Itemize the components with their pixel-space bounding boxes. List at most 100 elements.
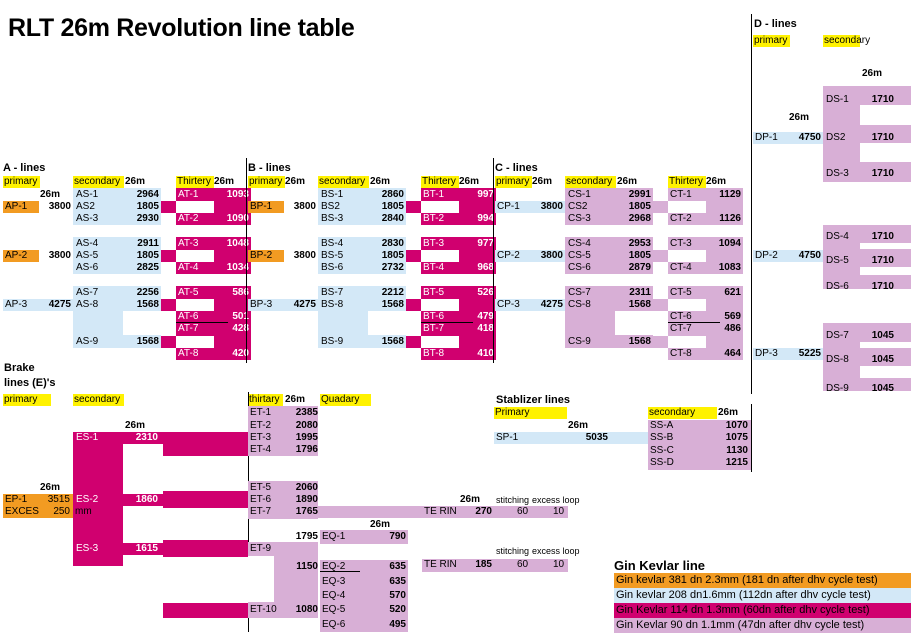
a-tertiary-value: 1090 bbox=[226, 213, 249, 224]
d-secondary-name: DS-9 bbox=[826, 383, 849, 394]
d-secondary-name: DS-6 bbox=[826, 281, 849, 292]
stabilizer-secondary-name: SS-D bbox=[650, 457, 674, 468]
b-tertiary-name: BT-3 bbox=[423, 238, 445, 249]
a-tertiary-name: AT-8 bbox=[178, 348, 199, 359]
c-tertiary-name: CT-3 bbox=[670, 238, 692, 249]
a-primary-value: 4275 bbox=[48, 299, 71, 310]
a-primary-value: 3800 bbox=[48, 201, 71, 212]
c-ter-notch-3 bbox=[668, 299, 706, 311]
b-ter-notch-3 bbox=[421, 299, 459, 311]
b-secondary-len: 26m bbox=[370, 176, 391, 187]
d-secondary-name: DS-1 bbox=[826, 94, 849, 105]
c-tertiary-value: 1083 bbox=[718, 262, 741, 273]
b-secondary-name: BS-4 bbox=[321, 238, 344, 249]
d-secondary-header: secondary bbox=[823, 35, 871, 47]
b-secondary-name: BS-8 bbox=[321, 299, 344, 310]
a-tertiary-name: AT-4 bbox=[178, 262, 199, 273]
te-rin-excess: 10 bbox=[553, 506, 565, 517]
d-secondary-value: 1710 bbox=[871, 168, 894, 179]
d-sec-block bbox=[823, 323, 911, 391]
legend-item: Gin Kevlar 114 dn 1.3mm (60dn after dhv … bbox=[614, 603, 911, 618]
c-ter-notch-4 bbox=[668, 336, 706, 348]
c-tertiary-value: 569 bbox=[724, 311, 741, 322]
b-lines-title: B - lines bbox=[248, 162, 291, 174]
c-tertiary-value: 1126 bbox=[719, 213, 741, 224]
a-primary-name: AP-2 bbox=[5, 250, 28, 261]
c-primary-name: CP-3 bbox=[497, 299, 520, 310]
brake-tertiary-value: 1765 bbox=[295, 506, 318, 517]
a-ter-rule bbox=[176, 322, 228, 323]
brake-secondary-name: ES-2 bbox=[76, 494, 99, 505]
b-primary-fill bbox=[248, 250, 284, 262]
brake-secondary-value: 1615 bbox=[135, 543, 158, 554]
d-primary-value: 4750 bbox=[798, 250, 821, 261]
b-ter-notch-1 bbox=[421, 201, 459, 213]
brake-quad-rule bbox=[320, 571, 360, 572]
c-stub-1 bbox=[653, 201, 668, 213]
a-secondary-len: 26m bbox=[125, 176, 146, 187]
b-secondary-value: 1805 bbox=[381, 201, 404, 212]
a-tertiary-name: AT-6 bbox=[178, 311, 199, 322]
b-tertiary-value: 410 bbox=[477, 348, 494, 359]
a-secondary-value: 2825 bbox=[136, 262, 159, 273]
c-tertiary-name: CT-8 bbox=[670, 348, 692, 359]
c-ter-rule bbox=[668, 322, 720, 323]
legend-item: Gin kevlar 381 dn 2.3mm (181 dn after dh… bbox=[614, 573, 911, 588]
b-tertiary-value: 997 bbox=[477, 189, 494, 200]
d-secondary-value: 1045 bbox=[871, 354, 894, 365]
c-tertiary-value: 621 bbox=[724, 287, 741, 298]
a-lines-title: A - lines bbox=[3, 162, 46, 174]
c-primary-name: CP-2 bbox=[497, 250, 520, 261]
b-tertiary-value: 977 bbox=[477, 238, 494, 249]
stabilizer-title: Stablizer lines bbox=[496, 394, 570, 406]
a-tertiary-name: AT-5 bbox=[178, 287, 199, 298]
a-secondary-name: AS-8 bbox=[76, 299, 99, 310]
stabilizer-secondary-len: 26m bbox=[718, 407, 739, 418]
a-stub-4 bbox=[161, 336, 176, 348]
b-secondary-value: 2212 bbox=[381, 287, 404, 298]
c-secondary-value: 2991 bbox=[628, 189, 651, 200]
c-primary-header: primary bbox=[495, 176, 532, 188]
d-notch bbox=[860, 105, 911, 125]
brake-quadary-value: 635 bbox=[389, 561, 406, 572]
c-secondary-value: 2968 bbox=[628, 213, 651, 224]
legend-title: Gin Kevlar line bbox=[614, 558, 706, 573]
b-secondary-name: BS-9 bbox=[321, 336, 344, 347]
d-secondary-value: 1710 bbox=[871, 132, 894, 143]
b-tertiary-name: BT-8 bbox=[423, 348, 445, 359]
c-tertiary-name: CT-1 bbox=[670, 189, 692, 200]
brake-primary-len: 26m bbox=[40, 482, 61, 493]
a-secondary-name: AS-4 bbox=[76, 238, 99, 249]
brake-title-1: Brake bbox=[4, 362, 35, 374]
d-secondary-value: 1710 bbox=[871, 94, 894, 105]
brake-quadary-header: Quadary bbox=[320, 394, 371, 406]
brake-secondary-name: ES-1 bbox=[76, 432, 99, 443]
a-tertiary-value: 420 bbox=[232, 348, 249, 359]
c-tertiary-name: CT-2 bbox=[670, 213, 692, 224]
b-sec-block-1 bbox=[318, 188, 406, 225]
b-tertiary-header: Thirtery bbox=[421, 176, 459, 188]
b-primary-fill bbox=[248, 299, 318, 311]
c-primary-len: 26m bbox=[532, 176, 553, 187]
brake-gap bbox=[163, 456, 248, 491]
b-secondary-name: BS2 bbox=[321, 201, 340, 212]
c-tertiary-value: 464 bbox=[724, 348, 741, 359]
d-divider bbox=[751, 14, 752, 394]
c-primary-value: 3800 bbox=[540, 201, 563, 212]
brake-tertiary-name: ET-1 bbox=[250, 407, 272, 418]
b-secondary-name: BS-7 bbox=[321, 287, 344, 298]
brake-gap bbox=[73, 567, 163, 627]
brake-title-2: lines (E)'s bbox=[4, 377, 56, 389]
c-secondary-name: CS-4 bbox=[568, 238, 591, 249]
d-primary-fill bbox=[753, 132, 823, 144]
page-title: RLT 26m Revolution line table bbox=[8, 14, 355, 42]
a-tertiary-value: 428 bbox=[232, 323, 249, 334]
a-ter-notch-1 bbox=[176, 201, 214, 213]
excess-loop-label: excess loop bbox=[532, 546, 580, 556]
a-tertiary-name: AT-1 bbox=[178, 189, 199, 200]
d-secondary-value: 1045 bbox=[871, 330, 894, 341]
b-secondary-value: 1568 bbox=[381, 336, 404, 347]
c-primary-fill bbox=[495, 201, 565, 213]
a-secondary-value: 1568 bbox=[136, 336, 159, 347]
a-secondary-name: AS-6 bbox=[76, 262, 99, 273]
